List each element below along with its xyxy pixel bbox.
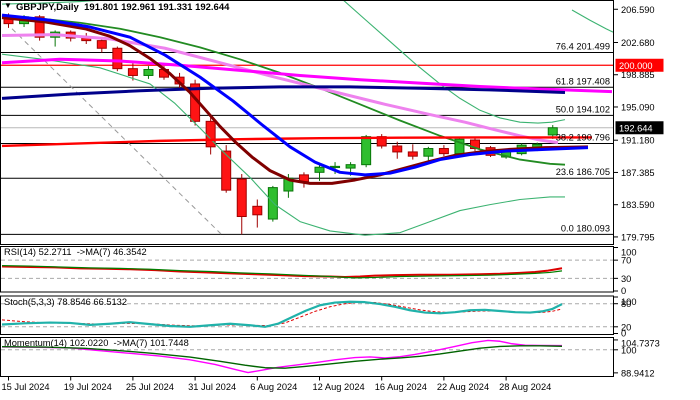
chart-ohlc-values: 191.801 192.961 191.331 192.644	[84, 2, 230, 13]
candle-down	[112, 47, 123, 70]
candle-down	[96, 40, 107, 49]
stoch-axis-label: 100	[621, 297, 637, 307]
candle-down	[392, 145, 403, 153]
main-pane: 76.4 201.499 61.8 197.408 50.0 194.102 38.2…	[0, 0, 614, 245]
price-axis-label: 206.590	[621, 5, 655, 15]
stoch-d-line	[1, 301, 563, 327]
stoch-axis-label: 0	[621, 329, 626, 339]
momentum-ma-line	[1, 345, 563, 369]
price-axis-label: 179.795	[621, 232, 655, 242]
price-axis-label: 202.680	[621, 38, 655, 48]
momentum-line	[1, 339, 563, 374]
candle-down	[252, 205, 263, 216]
downtrend-line	[11, 28, 225, 238]
band-upper-right	[343, 1, 566, 124]
time-axis-label: 19 Jul 2024	[64, 382, 112, 392]
fib-level-label: 50.0 194.102	[556, 104, 610, 114]
time-axis-label: 16 Aug 2024	[375, 382, 427, 392]
band-right-edge	[571, 9, 613, 33]
stoch-pane-border	[0, 295, 614, 335]
chart-title: GBPJPY,Daily 191.801 192.961 191.331 192…	[16, 2, 229, 13]
rsi-ma-line	[1, 265, 563, 279]
price-axis-label: 195.090	[621, 102, 655, 112]
symbol-dropdown-icon[interactable]: ▼	[4, 1, 12, 10]
time-axis-label: 22 Aug 2024	[437, 382, 489, 392]
chart-symbol-period: GBPJPY,Daily	[16, 2, 79, 13]
candle-up	[330, 165, 341, 169]
candle-down	[438, 148, 449, 155]
candle-up	[314, 166, 325, 173]
stoch-k-line	[1, 300, 563, 328]
candle-down	[407, 151, 418, 157]
candle-down	[34, 16, 45, 38]
momentum-axis-label: 88.9412	[621, 368, 655, 378]
candle-down	[236, 178, 247, 218]
stoch-axis-label: 80	[621, 299, 631, 309]
candle-up	[547, 127, 558, 136]
time-axis-label: 15 Jul 2024	[2, 382, 50, 392]
time-axis-label: 25 Jul 2024	[126, 382, 174, 392]
rsi-axis-label: 70	[621, 256, 631, 266]
stoch-axis-label: 20	[621, 322, 631, 332]
time-axis-label: 31 Jul 2024	[188, 382, 236, 392]
candle-up	[143, 69, 154, 76]
candle-up	[267, 187, 278, 220]
rsi-indicator-label: RSI(14) 52.2711 ->MA(7) 46.3542	[4, 247, 147, 257]
momentum-axis-label: 100	[621, 345, 637, 355]
price-axis-label: 183.590	[621, 200, 655, 210]
stoch-indicator-label: Stoch(5,3,3) 78.8546 66.5132	[4, 297, 128, 307]
time-axis-label: 6 Aug 2024	[250, 382, 297, 392]
level-200-badge-label: 200.000	[619, 61, 653, 71]
time-axis-label: 12 Aug 2024	[313, 382, 365, 392]
price-axis-label: 187.385	[621, 168, 655, 178]
magenta-ma	[1, 57, 613, 94]
price-axis-label: 191.180	[621, 136, 655, 146]
candle-down	[127, 68, 138, 76]
current-price-badge	[615, 121, 664, 135]
rsi-axis-label: 30	[621, 274, 631, 284]
level-200-badge	[615, 58, 664, 72]
time-axis: 15 Jul 2024 19 Jul 2024 25 Jul 2024 31 Jul …	[2, 376, 551, 392]
blue-ma	[1, 13, 589, 177]
maroon-ma	[1, 16, 589, 185]
fib-level-label: 38.2 190.796	[556, 132, 610, 142]
current-price-badge-label: 192.644	[619, 123, 653, 133]
band-upper-left	[1, 1, 97, 5]
navy-ma	[1, 85, 566, 100]
green-sma	[1, 15, 566, 166]
rsi-axis-label: 0	[621, 286, 626, 296]
fib-level-label: 23.6 186.705	[556, 167, 610, 177]
time-axis-label: 28 Aug 2024	[499, 382, 551, 392]
candle-down	[205, 120, 216, 148]
fib-level-label: 76.4 201.499	[556, 42, 610, 52]
momentum-axis-label: 104.7373	[621, 339, 660, 349]
candle-up	[345, 164, 356, 169]
fib-level-label: 0.0 180.093	[561, 223, 610, 233]
candle-up	[423, 148, 434, 157]
candle-down	[221, 150, 232, 191]
price-axis-label: 198.885	[621, 70, 655, 80]
rsi-axis-label: 100	[621, 248, 637, 258]
price-axis: 206.590 202.680 198.885 195.090 191.180 187.3…	[614, 5, 664, 242]
momentum-indicator-label: Momentum(14) 102.0220 ->MA(7) 101.7448	[4, 338, 189, 348]
fib-level-label: 61.8 197.408	[556, 76, 610, 86]
band-lower	[1, 53, 565, 236]
main-pane-content	[1, 1, 613, 238]
candle-up	[361, 136, 372, 166]
